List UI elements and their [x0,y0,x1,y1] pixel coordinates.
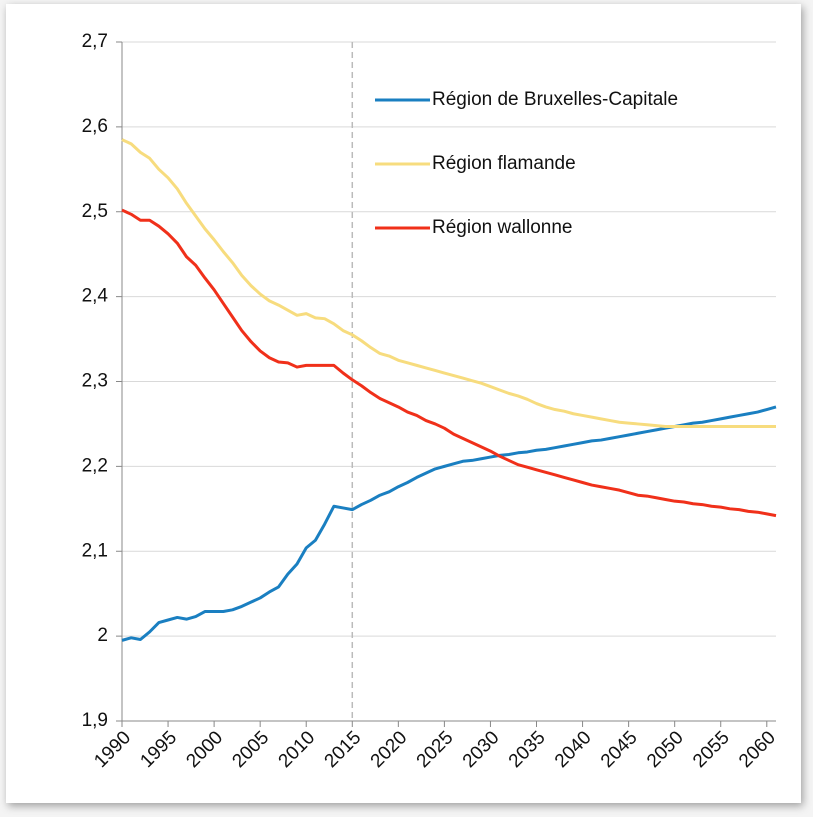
legend-label: Région de Bruxelles-Capitale [432,89,678,110]
x-tick-label: 2055 [689,727,734,772]
x-tick-label: 2045 [597,727,642,772]
x-tick-label: 2030 [459,727,504,772]
legend-label: Région wallonne [432,217,573,238]
x-tick-label: 2040 [551,727,596,772]
series-line [121,138,776,428]
series-line [121,208,777,518]
x-tick-label: 2015 [321,727,366,772]
x-tick-label: 1990 [90,727,135,772]
y-tick-label: 2,4 [82,286,109,307]
legend-label: Région flamande [432,153,576,174]
x-tick-label: 2060 [735,727,780,772]
y-tick-label: 2,6 [82,116,108,137]
y-tick-label: 2,2 [82,455,108,476]
x-tick-label: 2025 [413,727,458,772]
x-tick-label: 2010 [275,727,320,772]
y-tick-label: 1,9 [82,710,108,731]
y-tick-label: 2 [97,625,108,646]
chart-frame [6,4,801,803]
y-tick-label: 2,3 [82,371,108,392]
y-tick-label: 2,7 [82,31,108,52]
x-tick-label: 2035 [505,727,550,772]
x-tick-label: 1995 [136,727,181,772]
y-tick-label: 2,5 [82,201,108,222]
x-tick-label: 2050 [643,727,688,772]
x-tick-label: 2020 [367,727,412,772]
series-line [121,405,777,642]
x-tick-label: 2000 [182,727,227,772]
y-tick-label: 2,1 [82,540,108,561]
x-tick-label: 2005 [229,727,274,772]
